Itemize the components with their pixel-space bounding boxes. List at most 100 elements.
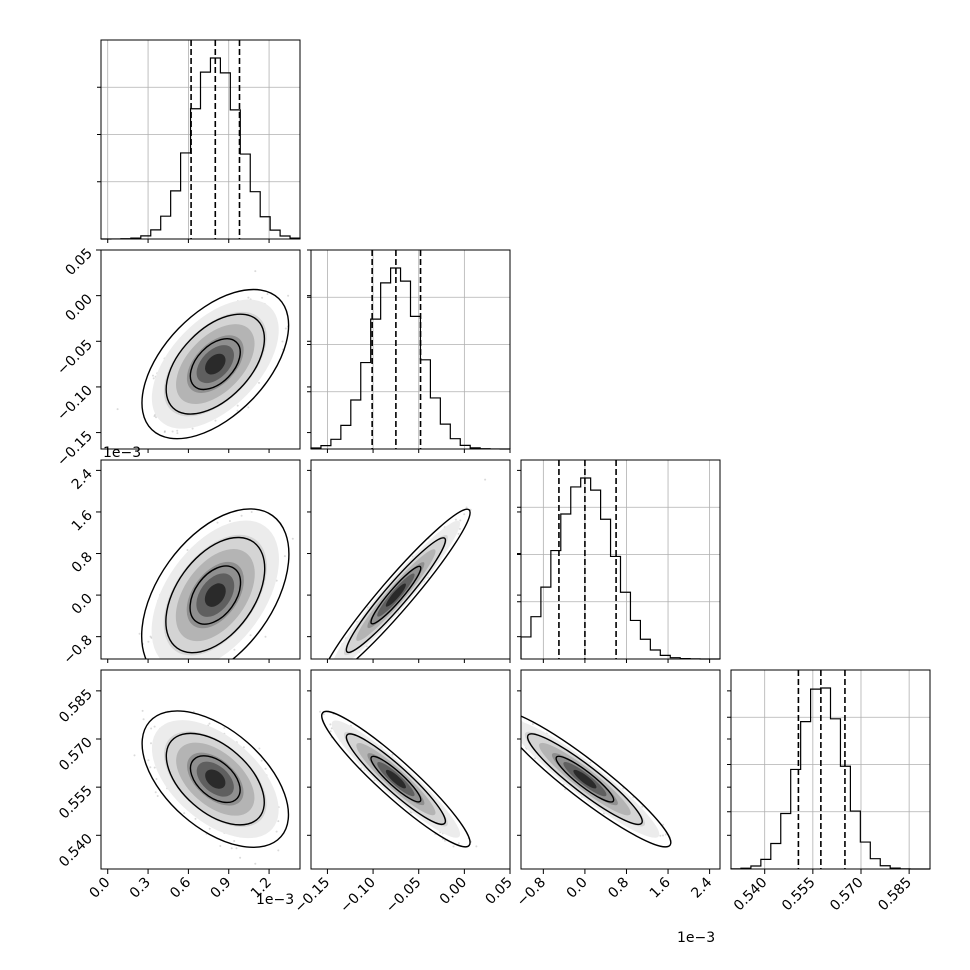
sample-point [228,520,231,522]
sample-point [258,747,261,750]
sample-point [444,839,446,842]
sample-point [283,555,286,558]
contour-line [321,710,471,848]
sample-point [465,506,468,509]
sample-point [165,682,167,684]
sample-point [250,511,253,513]
sample-point [195,663,197,665]
sample-point [233,648,236,651]
sample-point [133,754,136,757]
sample-point [116,408,119,411]
histogram-panel-2 [310,249,511,450]
panel-content [306,710,478,848]
histogram-panel-3 [520,459,721,660]
sample-point [266,293,269,295]
sample-point [236,404,239,407]
panel-frame [310,669,511,870]
panel-content [133,709,290,865]
sample-point [176,429,179,432]
sample-point [322,713,325,716]
sample-point [235,847,238,850]
histogram-step [100,57,301,240]
sample-point [153,415,156,418]
sample-point [191,427,194,430]
scatter-panel-3-2 [310,459,511,683]
sample-point [463,513,466,516]
histogram-step [730,687,931,870]
sample-point [287,294,290,297]
sample-point [340,661,342,663]
scatter-panel-4-1 [100,669,301,870]
sample-point [329,681,331,683]
sample-point [183,812,186,815]
histogram-step [520,477,721,660]
sample-point [194,817,197,820]
sample-point [495,711,497,713]
sample-point [329,730,332,733]
sample-point [214,419,217,422]
contour-line [189,338,241,391]
density-level [204,583,226,607]
scatter-panel-4-2 [306,669,511,870]
contour-line [141,710,290,849]
sample-point [163,431,166,434]
sample-point [242,746,245,749]
sample-point [233,840,236,842]
sample-point [155,778,158,780]
sample-point [150,742,152,745]
sample-point [458,527,461,530]
sample-point [137,692,139,694]
scatter-panel-2-1 [100,249,301,450]
sample-point [147,640,150,643]
sample-point [329,723,332,726]
contour-line [370,755,422,803]
sample-point [138,632,141,635]
sample-point [239,856,242,859]
contour-line [321,508,471,659]
sample-point [275,830,278,833]
panel-content [137,508,294,694]
density-level [205,769,226,789]
sample-point [230,847,233,850]
sample-point [258,381,260,384]
panel-frame [520,459,721,660]
sample-point [153,725,156,728]
panel-frame [100,669,301,870]
sample-point [236,409,239,412]
sample-point [338,664,340,666]
sample-point [277,849,280,852]
sample-point [284,327,287,330]
panel-frame [100,249,301,450]
sample-point [534,757,537,760]
panel-frame [310,249,511,450]
sample-point [475,845,478,848]
sample-point [150,727,153,730]
sample-point [340,661,342,663]
sample-point [514,740,516,742]
sample-point [163,430,166,433]
sample-point [141,709,144,712]
panel-content [493,708,672,848]
panel-frame [730,669,931,870]
sample-point [143,682,145,684]
sample-point [493,708,495,710]
sample-point [260,759,263,762]
sample-point [240,514,243,517]
sample-point [219,845,222,847]
sample-point [306,711,308,713]
sample-point [330,727,333,730]
sample-point [152,377,155,380]
contour-line [345,537,447,654]
sample-point [391,753,394,756]
sample-point [176,671,178,673]
sample-point [142,718,145,721]
histogram-step [310,267,511,450]
sample-point [277,820,280,823]
histogram-panel-4 [730,669,931,870]
contour-line [165,536,266,654]
sample-point [152,374,154,377]
sample-point [338,661,340,663]
sample-point [176,432,179,435]
scatter-panel-3-1 [100,459,301,694]
sample-point [291,537,294,540]
